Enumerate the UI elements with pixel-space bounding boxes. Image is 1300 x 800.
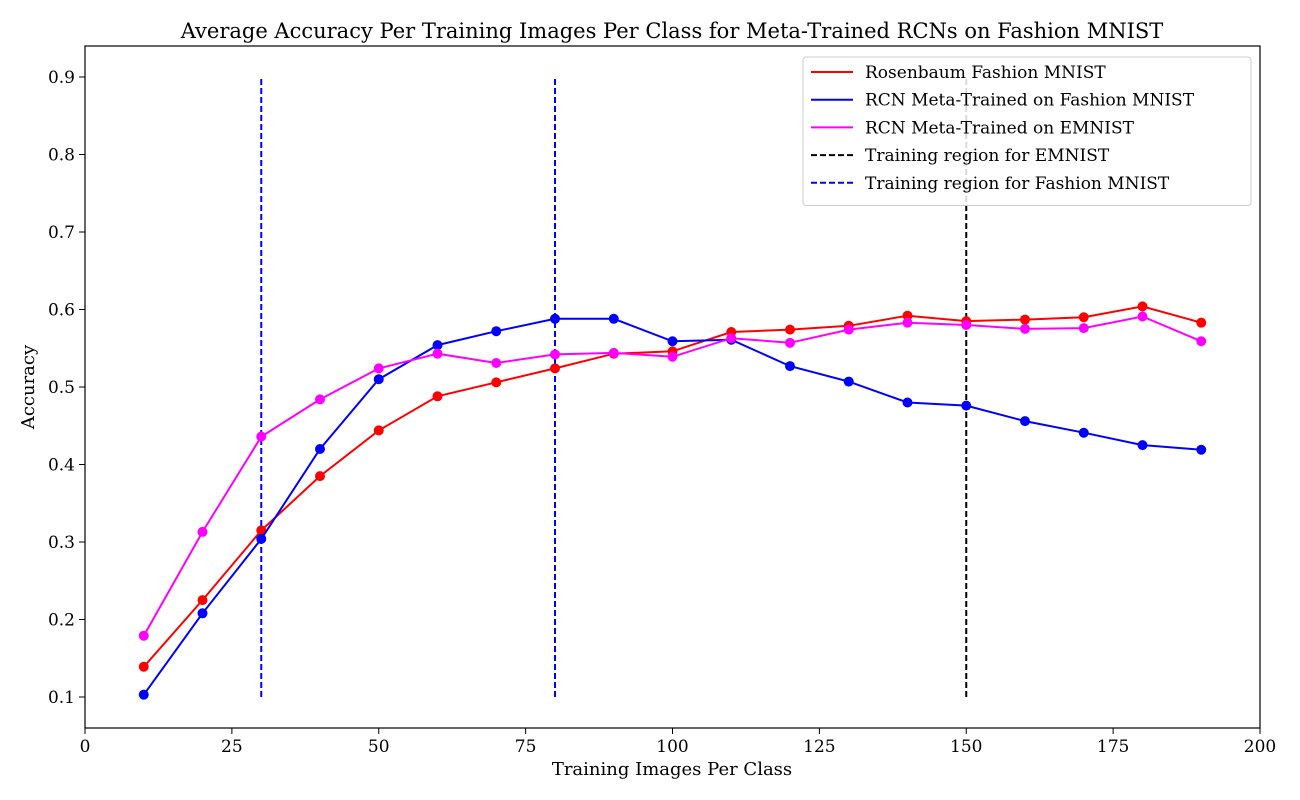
series-2-point: [843, 376, 854, 387]
y-tick-label: 0.4: [48, 456, 75, 476]
series-1-point: [550, 363, 560, 374]
series-2-point: [315, 444, 325, 454]
y-tick-label: 0.1: [48, 688, 75, 708]
series-1-point: [902, 310, 913, 321]
series-2-point: [961, 400, 972, 411]
legend: Rosenbaum Fashion MNIST RCN Meta-Trained …: [802, 56, 1252, 206]
series-2-line: [142, 317, 1202, 696]
series-2-point: [432, 340, 443, 351]
series-3-point: [138, 630, 149, 641]
legend-box: [802, 56, 1252, 206]
series-2-point: [550, 313, 560, 324]
series-2-point: [608, 313, 619, 324]
series-2-point: [373, 374, 384, 385]
x-tick-label: 125: [803, 737, 835, 757]
series-1-point: [315, 471, 325, 482]
legend-label-2: RCN Meta-Trained on Fashion MNIST: [865, 91, 1195, 111]
series-2-point: [1196, 444, 1207, 455]
series-2-point: [1078, 427, 1089, 438]
y-tick-label: 0.5: [48, 378, 75, 398]
series-2-point: [1020, 416, 1030, 427]
y-tick-label: 0.2: [48, 611, 75, 631]
series-2-point: [491, 326, 502, 337]
series-3-point: [785, 337, 795, 348]
series-3-point: [491, 357, 502, 368]
series-1-point: [785, 324, 795, 335]
legend-label-4: Training region for EMNIST: [865, 146, 1110, 166]
series-3-point: [1196, 336, 1207, 347]
y-tick-label: 0.6: [48, 301, 75, 321]
series-3-point: [1078, 323, 1089, 334]
series-1-point: [432, 391, 443, 402]
series-3-point: [961, 320, 972, 330]
series-3-point: [550, 349, 560, 360]
series-2-point: [785, 361, 795, 372]
x-tick-label: 50: [368, 737, 390, 757]
legend-label-5: Training region for Fashion MNIST: [865, 174, 1170, 194]
series-1-point: [1020, 314, 1030, 325]
series-2-point: [197, 608, 208, 619]
chart-title: Average Accuracy Per Training Images Per…: [180, 19, 1164, 43]
series-3-point: [432, 348, 443, 359]
y-tick-label: 0.9: [48, 68, 75, 88]
series-2-point: [902, 397, 913, 408]
y-tick-label: 0.7: [48, 223, 75, 243]
x-axis-label: Training Images Per Class: [552, 759, 792, 780]
series-1-point: [491, 377, 502, 388]
series-3-point: [373, 363, 384, 374]
series-1-point: [1137, 301, 1148, 312]
legend-label-1: Rosenbaum Fashion MNIST: [865, 63, 1106, 83]
series-3-point: [843, 324, 854, 335]
series-2-point: [1137, 440, 1148, 451]
series-3-point: [902, 317, 913, 328]
x-tick-label: 25: [221, 737, 243, 757]
series-3-point: [315, 394, 325, 405]
series-2-point: [667, 336, 678, 347]
series-3-point: [667, 351, 678, 362]
y-tick-label: 0.8: [48, 146, 75, 166]
legend-label-3: RCN Meta-Trained on EMNIST: [865, 118, 1135, 138]
y-tick-label: 0.3: [48, 533, 75, 553]
series-3-point: [256, 431, 267, 442]
series-1-point: [138, 661, 149, 672]
x-tick-label: 0: [80, 737, 91, 757]
series-3-point: [608, 347, 619, 358]
series-1-point: [256, 525, 267, 536]
series-3-point: [1137, 311, 1148, 322]
x-tick-label: 150: [950, 737, 982, 757]
x-tick-label: 100: [656, 737, 688, 757]
series-3-point: [1020, 323, 1030, 334]
y-axis-label: Accuracy: [18, 344, 39, 430]
series-3-point: [197, 526, 208, 537]
x-tick-label: 175: [1097, 737, 1129, 757]
series-2-point: [138, 689, 149, 700]
series-1-point: [197, 595, 208, 606]
series-2-point: [256, 533, 267, 544]
series-1-point: [1078, 312, 1089, 323]
series-3-point: [726, 333, 737, 344]
series-1-point: [373, 425, 384, 436]
series-1-point: [1196, 317, 1207, 328]
x-tick-label: 200: [1244, 737, 1276, 757]
x-tick-label: 75: [515, 737, 537, 757]
